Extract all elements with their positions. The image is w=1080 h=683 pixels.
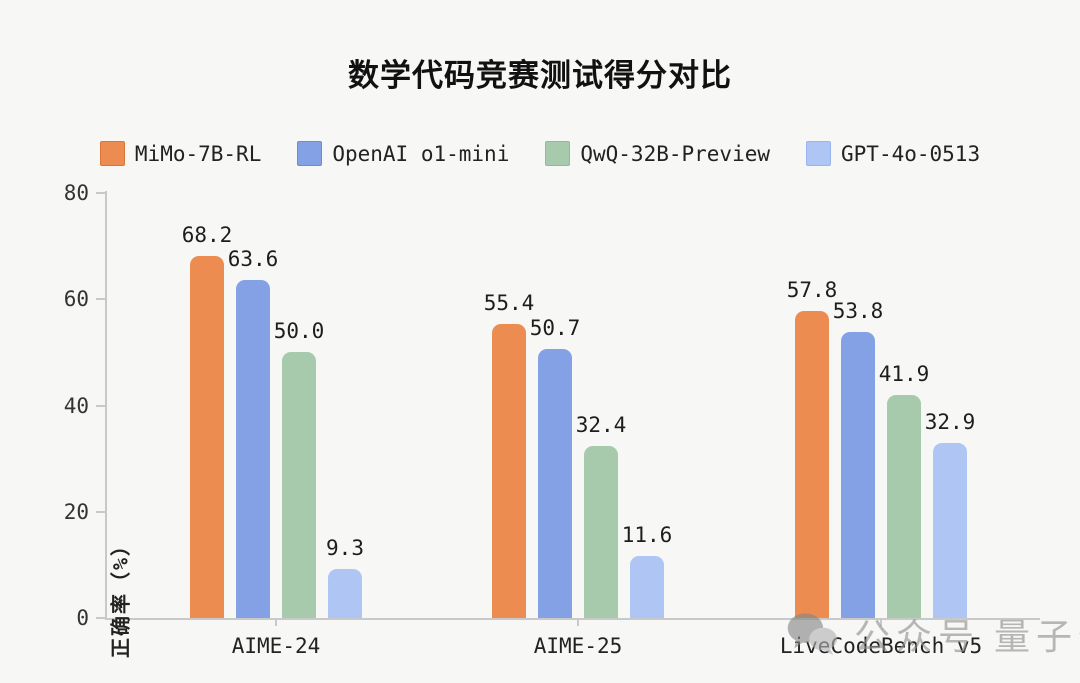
- bar-MiMo-7B-RL: 57.8: [787, 278, 837, 618]
- legend-swatch-icon: [806, 141, 832, 166]
- y-tick-label: 40: [63, 393, 89, 418]
- bar-GPT-4o-0513: 11.6: [622, 523, 672, 618]
- y-tick-label: 0: [76, 606, 89, 630]
- bar-value-label: 50.7: [529, 315, 581, 340]
- legend-swatch-icon: [545, 141, 571, 166]
- y-tick-label: 80: [63, 181, 89, 205]
- bar-group-AIME-25: 55.4 50.7 32.4 11.6: [484, 193, 672, 618]
- x-axis-tick: [275, 618, 277, 626]
- bar-value-label: 32.4: [575, 412, 627, 437]
- x-axis-line: [105, 618, 1040, 620]
- y-axis-title: 正确率（%）: [108, 533, 133, 659]
- bar-MiMo-7B-RL: 55.4: [484, 291, 534, 618]
- bar-value-label: 50.0: [273, 319, 325, 344]
- legend-swatch-icon: [99, 141, 125, 166]
- legend-item-2: QwQ-32B-Preview: [545, 141, 770, 166]
- plot-area: 正确率（%） 0 20 40 60 80 68.2 63.6 50.0 9.3 AIME-24 55…: [64, 181, 1040, 658]
- legend-label: QwQ-32B-Preview: [580, 141, 771, 166]
- bar-MiMo-7B-RL: 68.2: [182, 223, 232, 618]
- bar-value-label: 11.6: [621, 523, 673, 548]
- x-tick-label: AIME-24: [231, 634, 321, 658]
- legend-label: GPT-4o-0513: [841, 141, 981, 166]
- bar-QwQ-32B-Preview: 50.0: [274, 319, 324, 618]
- y-tick-label: 60: [63, 287, 89, 312]
- bar-group-LiveCodeBench v5: 57.8 53.8 41.9 32.9: [787, 193, 975, 618]
- bar-value-label: 57.8: [786, 277, 838, 302]
- legend-label: MiMo-7B-RL: [134, 141, 262, 166]
- bar-GPT-4o-0513: 9.3: [326, 536, 364, 618]
- y-axis-tick: [96, 404, 105, 407]
- bar-value-label: 63.6: [227, 247, 279, 272]
- y-axis-tick: [96, 298, 105, 301]
- legend: MiMo-7B-RL OpenAI o1-mini QwQ-32B-Preview G…: [0, 141, 1080, 166]
- y-axis-tick: [96, 510, 105, 513]
- bar-OpenAI o1-mini: 53.8: [833, 299, 883, 618]
- y-axis-line: [105, 191, 107, 618]
- x-tick-label: LiveCodeBench v5: [779, 634, 983, 658]
- legend-swatch-icon: [297, 141, 323, 166]
- bar-GPT-4o-0513: 32.9: [925, 410, 975, 618]
- bar-group-AIME-24: 68.2 63.6 50.0 9.3: [182, 193, 364, 618]
- x-tick-label: AIME-25: [533, 634, 623, 658]
- bar-QwQ-32B-Preview: 41.9: [879, 362, 929, 618]
- bar-value-label: 53.8: [832, 299, 884, 324]
- y-tick-label: 20: [63, 499, 89, 524]
- bar-QwQ-32B-Preview: 32.4: [576, 413, 626, 618]
- bar-value-label: 68.2: [181, 222, 233, 247]
- y-axis-tick: [96, 192, 105, 194]
- legend-item-1: OpenAI o1-mini: [297, 141, 509, 166]
- bar-value-label: 32.9: [924, 410, 976, 435]
- legend-item-0: MiMo-7B-RL: [99, 141, 262, 166]
- bar-OpenAI o1-mini: 50.7: [530, 316, 580, 618]
- bar-value-label: 55.4: [483, 290, 535, 315]
- chart-title: 数学代码竞赛测试得分对比: [348, 58, 732, 94]
- x-axis-tick: [880, 618, 882, 626]
- bar-OpenAI o1-mini: 63.6: [228, 247, 278, 618]
- x-axis-tick: [577, 618, 579, 626]
- legend-label: OpenAI o1-mini: [332, 141, 510, 166]
- legend-item-3: GPT-4o-0513: [806, 141, 980, 166]
- y-axis-tick: [96, 617, 105, 619]
- bar-value-label: 41.9: [878, 362, 930, 387]
- bar-value-label: 9.3: [326, 535, 364, 560]
